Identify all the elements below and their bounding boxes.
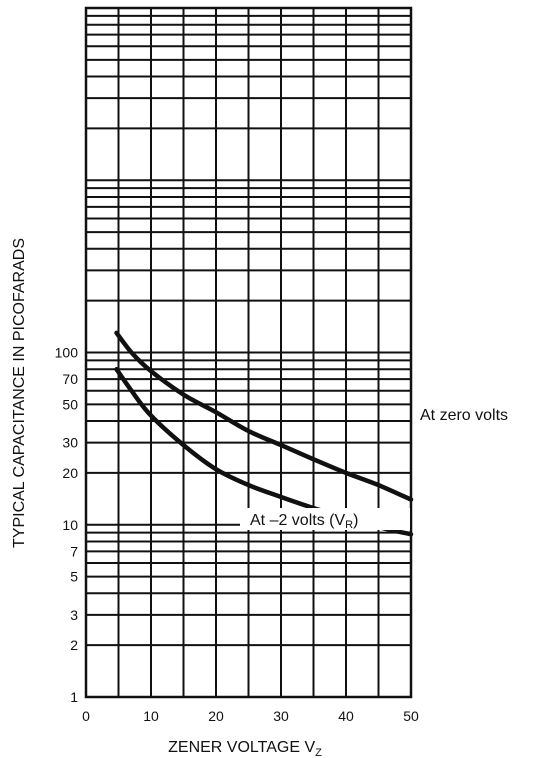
- plot-frame: [84, 6, 413, 699]
- x-tick-label: 30: [273, 708, 289, 724]
- y-tick-labels: 1 2 3 5 7 10 20 30 50 70 100: [55, 345, 79, 706]
- y-tick-label: 5: [70, 569, 78, 585]
- y-tick-label: 3: [70, 607, 78, 623]
- y-tick-label: 7: [70, 543, 78, 559]
- x-tick-label: 0: [82, 708, 90, 724]
- y-tick-label: 20: [62, 465, 78, 481]
- series-label-zero-volts: At zero volts: [420, 407, 508, 424]
- series-label-subscript: R: [345, 519, 353, 531]
- y-axis-title: TYPICAL CAPACITANCE IN PICOFARADS: [11, 238, 28, 548]
- x-tick-label: 50: [403, 708, 419, 724]
- x-axis-title-text: ZENER VOLTAGE V: [168, 739, 315, 756]
- x-tick-labels: 0 10 20 30 40 50: [82, 708, 419, 724]
- series-label-suffix: ): [353, 512, 358, 529]
- y-tick-label: 10: [62, 517, 78, 533]
- series-label-text: At –2 volts (V: [250, 512, 345, 529]
- series-line-0: [114, 330, 414, 502]
- y-tick-label: 70: [62, 371, 78, 387]
- x-axis-title: ZENER VOLTAGE VZ: [168, 739, 322, 758]
- y-tick-label: 50: [62, 396, 78, 412]
- y-tick-label: 30: [62, 435, 78, 451]
- data-curves: [114, 330, 414, 537]
- x-tick-label: 40: [338, 708, 354, 724]
- series-label-minus-2-volts: At –2 volts (VR): [240, 508, 410, 531]
- x-axis-title-subscript: Z: [315, 747, 322, 758]
- y-tick-label: 1: [70, 689, 78, 705]
- svg-text:At –2 volts (VR): At –2 volts (VR): [250, 512, 358, 531]
- x-tick-label: 10: [143, 708, 159, 724]
- x-tick-label: 20: [208, 708, 224, 724]
- grid-lines: [84, 6, 413, 699]
- y-tick-label: 100: [55, 345, 79, 361]
- y-tick-label: 2: [70, 637, 78, 653]
